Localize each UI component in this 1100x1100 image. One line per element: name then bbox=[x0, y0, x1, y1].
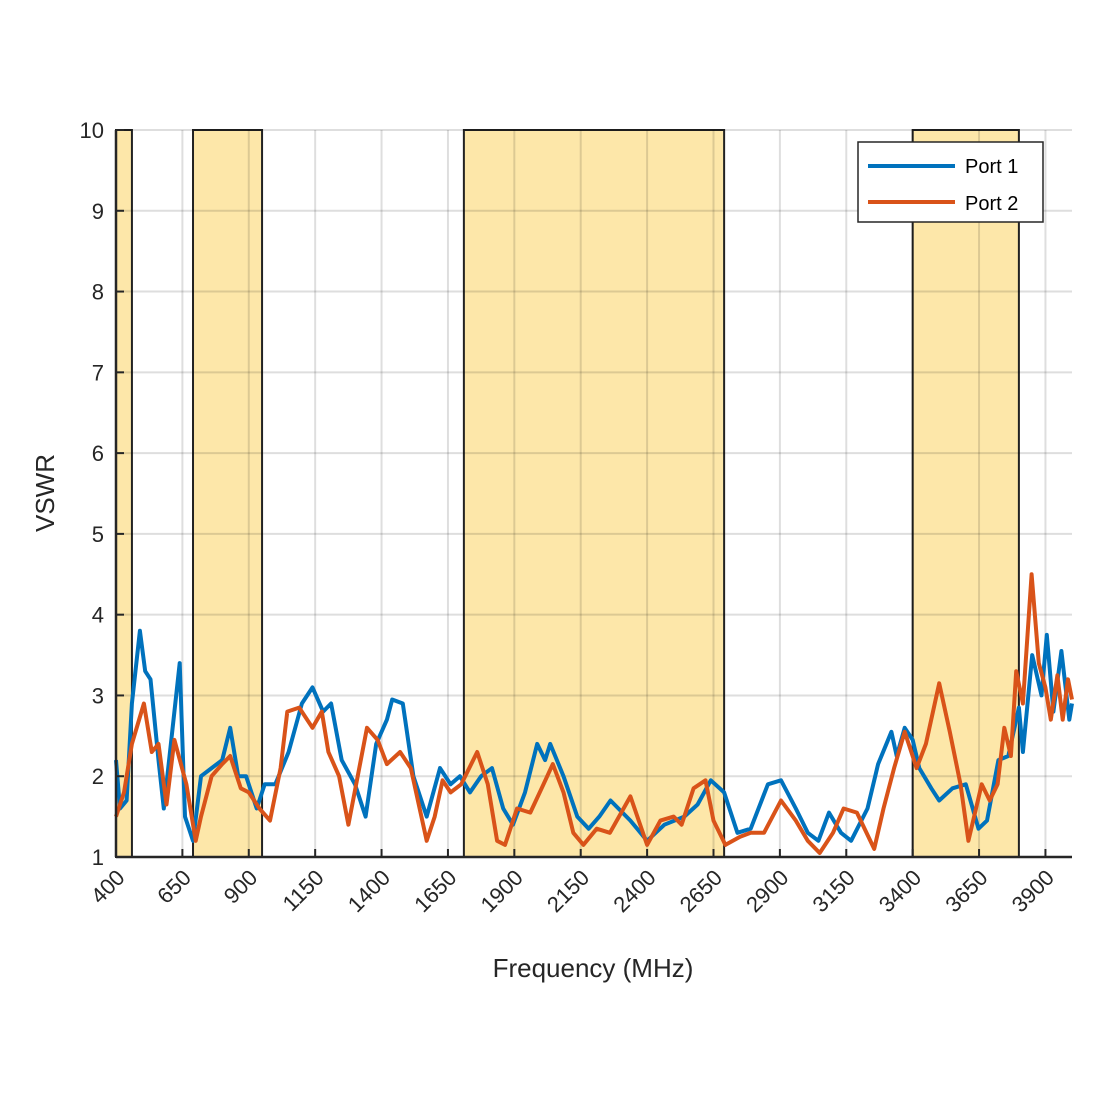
y-tick-label: 2 bbox=[92, 764, 104, 789]
x-tick-label: 2150 bbox=[542, 865, 594, 917]
y-tick-label: 1 bbox=[92, 845, 104, 870]
y-tick-label: 5 bbox=[92, 522, 104, 547]
x-tick-label: 2900 bbox=[741, 865, 793, 917]
x-tick-label: 3650 bbox=[940, 865, 992, 917]
y-axis-label: VSWR bbox=[30, 454, 60, 532]
y-tick-label: 4 bbox=[92, 603, 104, 628]
y-tick-label: 8 bbox=[92, 280, 104, 305]
legend-box bbox=[857, 141, 1044, 223]
x-tick-label: 3400 bbox=[874, 865, 926, 917]
x-tick-label: 2650 bbox=[675, 865, 727, 917]
x-tick-label: 3900 bbox=[1007, 865, 1059, 917]
shaded-band-2 bbox=[192, 129, 264, 858]
legend: Port 1 Port 2 bbox=[857, 141, 1044, 223]
x-tick-label: 3150 bbox=[808, 865, 860, 917]
shaded-bands bbox=[115, 129, 1020, 858]
shaded-band-4 bbox=[911, 129, 1020, 858]
grid-lines bbox=[115, 129, 1072, 858]
shaded-band-3 bbox=[462, 129, 726, 858]
x-tick-label: 2400 bbox=[608, 865, 660, 917]
x-axis-label: Frequency (MHz) bbox=[493, 953, 694, 983]
axes bbox=[114, 129, 1072, 859]
legend-label-port-2: Port 2 bbox=[965, 193, 1018, 215]
x-tick-label: 400 bbox=[86, 865, 130, 909]
y-tick-label: 10 bbox=[80, 118, 104, 143]
x-tick-label: 900 bbox=[219, 865, 263, 909]
x-tick-label: 1400 bbox=[343, 865, 395, 917]
x-tick-label: 1650 bbox=[409, 865, 461, 917]
y-tick-label: 7 bbox=[92, 360, 104, 385]
series-line-port-2 bbox=[114, 572, 1074, 855]
y-tick-label: 6 bbox=[92, 441, 104, 466]
series-lines bbox=[114, 572, 1074, 855]
x-tick-label: 1150 bbox=[278, 865, 329, 916]
x-tick-label: 1900 bbox=[476, 865, 528, 917]
y-tick-label: 9 bbox=[92, 199, 104, 224]
y-tick-label: 3 bbox=[92, 683, 104, 708]
legend-label-port-1: Port 1 bbox=[965, 156, 1018, 178]
x-tick-label: 650 bbox=[152, 865, 196, 909]
series-line-port-1 bbox=[114, 628, 1074, 843]
